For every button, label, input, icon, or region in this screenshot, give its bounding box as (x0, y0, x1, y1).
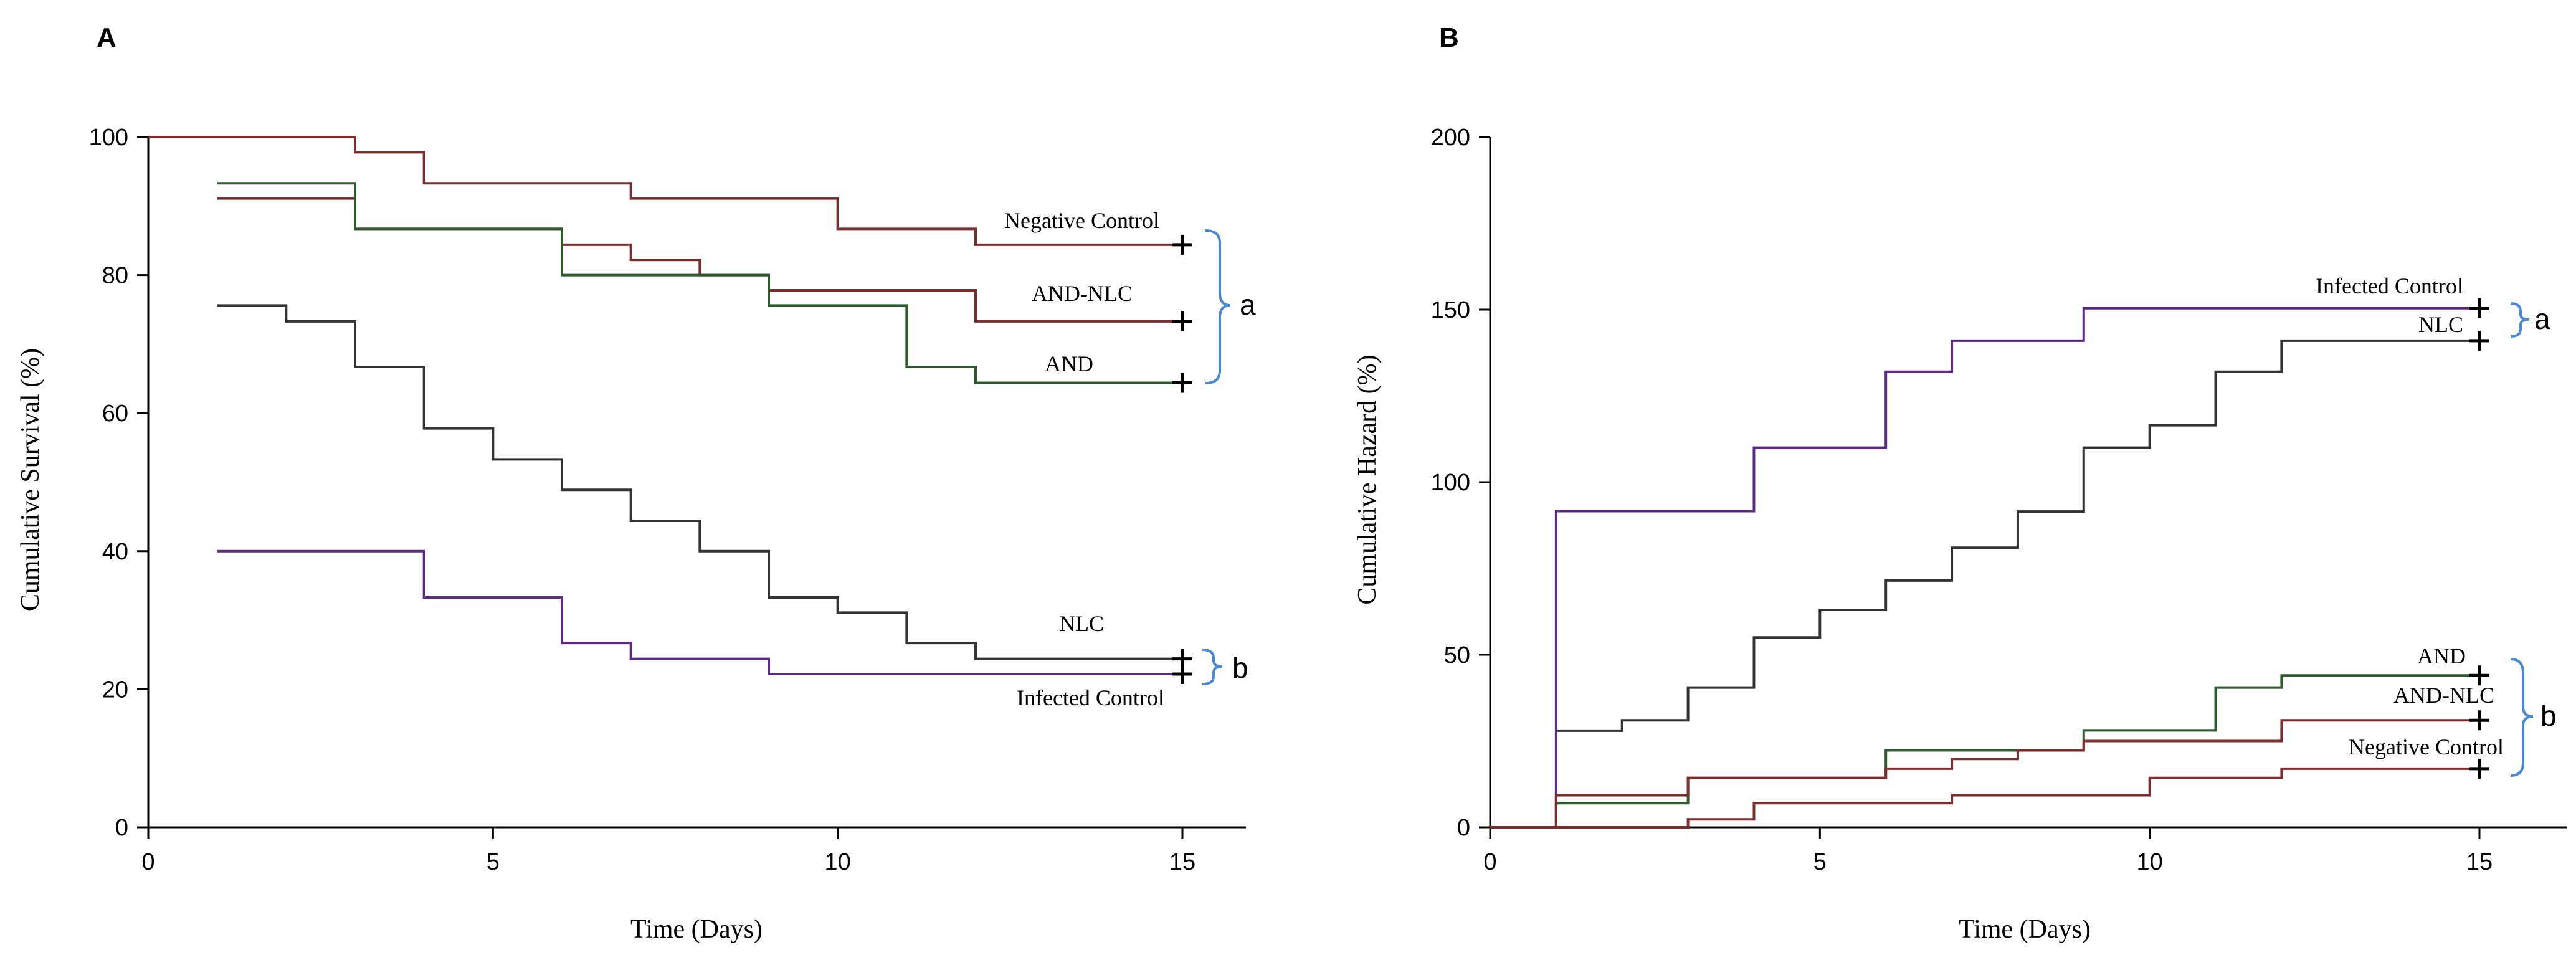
panel-a-label-infected-control: Infected Control (1017, 685, 1164, 710)
panel-a-censor-marks (1172, 234, 1192, 685)
panel-a-y-tick-label-20: 20 (102, 677, 128, 703)
panel-a-x-tick-label-15: 15 (1169, 849, 1195, 875)
panel-a-group-a-label: a (1240, 288, 1256, 321)
panel-a-series (148, 136, 1182, 676)
panel-b-hazard-chart: B 0 5 10 15 0 50 100 150 200 Time (Days) Cumula… (1353, 22, 2567, 944)
panel-a-bracket-b (1202, 649, 1223, 685)
panel-a-label-and: AND (1045, 351, 1093, 376)
panel-b-censor-mark-and-nlc (2469, 710, 2489, 731)
panel-b-label-and: AND (2417, 644, 2466, 668)
panel-a-letter: A (97, 22, 116, 53)
panel-a-y-tick-label-40: 40 (102, 539, 128, 565)
panel-b-x-tick-label-0: 0 (1483, 849, 1496, 875)
panel-a-label-and-nlc: AND-NLC (1032, 281, 1133, 306)
panel-a-series-negative-control (148, 136, 1182, 246)
panel-b-label-and-nlc: AND-NLC (2393, 683, 2494, 708)
panel-b-axes (1489, 137, 2567, 829)
panel-b-series-and-nlc (1490, 719, 2479, 829)
panel-a-censor-mark-and-nlc (1172, 311, 1192, 331)
panel-b-series-negative-control (1490, 767, 2479, 829)
panel-b-x-axis-label: Time (Days) (1959, 915, 2091, 944)
panel-b-y-axis-label: Cumulative Hazard (%) (1353, 354, 1382, 604)
panel-b-y-tick-label-0: 0 (1457, 815, 1470, 841)
panel-b-label-negative-control: Negative Control (2349, 734, 2504, 759)
panel-b-bracket-b (2510, 658, 2534, 777)
panel-a-censor-mark-infected-control (1172, 664, 1192, 685)
panel-a-x-tick-label-0: 0 (141, 849, 154, 875)
panel-b-x-tick-label-15: 15 (2466, 849, 2493, 875)
panel-a-y-tick-label-80: 80 (102, 263, 128, 289)
panel-b-y-tick-label-200: 200 (1431, 125, 1470, 151)
panel-a-y-tick-label-60: 60 (102, 401, 128, 427)
panel-a-censor-mark-and (1172, 373, 1192, 393)
panel-b-censor-marks (2469, 298, 2489, 779)
panel-b-x-tick-label-10: 10 (2137, 849, 2163, 875)
panel-a-label-nlc: NLC (1059, 611, 1104, 636)
panel-b-y-tick-label-100: 100 (1431, 470, 1470, 496)
panel-b-group-a-label: a (2534, 303, 2550, 335)
panel-a-x-axis-label: Time (Days) (630, 915, 763, 944)
panel-b-label-nlc: NLC (2418, 312, 2463, 337)
panel-a-x-tick-label-10: 10 (825, 849, 851, 875)
panel-a-bracket-a (1205, 229, 1231, 384)
panel-a-series-infected-control (217, 549, 1182, 676)
panel-b-label-infected-control: Infected Control (2316, 273, 2463, 298)
panel-b-group-b-label: b (2540, 700, 2557, 732)
panel-b-series-nlc (1556, 339, 2479, 732)
panel-b-series-and (1490, 674, 2479, 829)
panel-a-censor-mark-negative-control (1172, 234, 1192, 255)
panel-b-censor-mark-infected-control (2469, 298, 2489, 318)
panel-a-axes (147, 137, 1246, 829)
panel-b-censor-mark-and (2469, 665, 2489, 686)
panel-a-y-axis-label: Cumulative Survival (%) (16, 348, 45, 611)
panel-a-y-tick-label-100: 100 (89, 125, 128, 151)
panel-a-y-ticks: 0 20 40 60 80 100 (89, 125, 148, 841)
panel-a-x-tick-label-5: 5 (487, 849, 500, 875)
panel-a-survival-chart: A 0 5 10 15 0 20 40 60 80 100 Time (Days) Cumula… (16, 22, 1256, 944)
panel-a-series-and (217, 182, 1182, 384)
panel-b-letter: B (1439, 22, 1459, 53)
panel-b-series (1490, 307, 2479, 829)
panel-b-censor-mark-nlc (2469, 330, 2489, 351)
panel-b-y-tick-label-150: 150 (1431, 297, 1470, 323)
panel-a-series-nlc (217, 304, 1182, 660)
panel-b-y-ticks: 0 50 100 150 200 (1431, 125, 1490, 841)
panel-a-group-b-label: b (1232, 652, 1248, 684)
panel-b-series-infected-control (1490, 307, 2479, 829)
panel-b-bracket-a (2510, 302, 2530, 338)
panel-a-label-negative-control: Negative Control (1004, 208, 1159, 233)
panel-a-y-tick-label-0: 0 (115, 815, 128, 841)
panel-b-x-tick-label-5: 5 (1813, 849, 1827, 875)
panel-b-y-tick-label-50: 50 (1444, 642, 1470, 668)
panel-b-x-ticks: 0 5 10 15 (1483, 827, 2493, 875)
panel-b-censor-mark-negative-control (2469, 758, 2489, 779)
panel-a-x-ticks: 0 5 10 15 (141, 827, 1195, 875)
